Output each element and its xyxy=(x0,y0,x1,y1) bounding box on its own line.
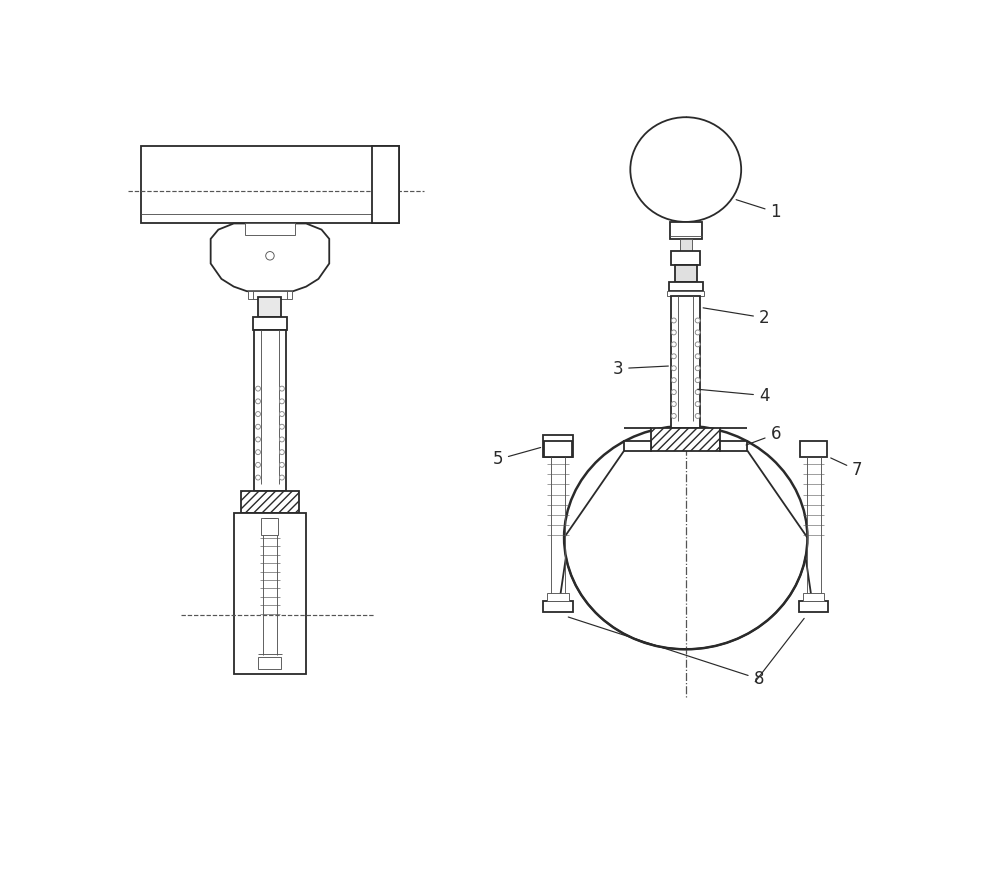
Circle shape xyxy=(695,378,700,383)
Circle shape xyxy=(695,401,700,406)
Circle shape xyxy=(256,386,260,391)
Bar xyxy=(671,295,700,427)
Circle shape xyxy=(671,318,676,323)
Bar xyxy=(261,517,278,535)
Text: 6: 6 xyxy=(746,425,781,445)
Circle shape xyxy=(256,437,260,442)
Text: 5: 5 xyxy=(492,447,541,468)
Bar xyxy=(720,441,747,451)
Bar xyxy=(241,491,299,513)
Bar xyxy=(667,291,704,295)
Text: 1: 1 xyxy=(736,199,781,221)
Bar xyxy=(651,427,720,451)
Bar xyxy=(543,600,573,612)
Bar xyxy=(669,282,703,291)
Bar xyxy=(803,593,824,600)
Circle shape xyxy=(256,462,260,468)
Circle shape xyxy=(671,378,676,383)
Bar xyxy=(141,147,399,224)
Bar xyxy=(253,316,287,329)
Circle shape xyxy=(279,450,284,454)
Circle shape xyxy=(695,390,700,394)
Bar xyxy=(544,441,572,457)
Circle shape xyxy=(695,365,700,371)
Circle shape xyxy=(695,354,700,358)
Text: 2: 2 xyxy=(703,308,770,327)
Circle shape xyxy=(671,342,676,347)
Circle shape xyxy=(266,252,274,260)
Ellipse shape xyxy=(564,426,807,649)
Text: 3: 3 xyxy=(613,359,668,378)
Circle shape xyxy=(671,330,676,335)
Circle shape xyxy=(256,424,260,429)
Polygon shape xyxy=(245,224,295,235)
Bar xyxy=(258,297,282,317)
Circle shape xyxy=(279,462,284,468)
Circle shape xyxy=(695,413,700,419)
Bar xyxy=(799,600,828,612)
Bar xyxy=(670,222,702,239)
Circle shape xyxy=(256,399,260,404)
Bar xyxy=(254,329,286,491)
Circle shape xyxy=(695,330,700,335)
Circle shape xyxy=(671,401,676,406)
Circle shape xyxy=(256,412,260,417)
Circle shape xyxy=(256,475,260,480)
Circle shape xyxy=(279,386,284,391)
Bar xyxy=(234,513,306,674)
Circle shape xyxy=(671,413,676,419)
Circle shape xyxy=(279,424,284,429)
Circle shape xyxy=(279,412,284,417)
Circle shape xyxy=(256,450,260,454)
Text: 7: 7 xyxy=(831,458,863,479)
Bar xyxy=(543,435,573,457)
Bar xyxy=(547,593,569,600)
Polygon shape xyxy=(211,224,329,291)
Bar xyxy=(624,441,651,451)
Circle shape xyxy=(671,390,676,394)
Text: 8: 8 xyxy=(568,617,764,688)
Circle shape xyxy=(671,365,676,371)
Circle shape xyxy=(279,437,284,442)
Circle shape xyxy=(279,475,284,480)
Bar xyxy=(248,291,292,299)
Bar xyxy=(680,239,692,251)
Ellipse shape xyxy=(630,117,741,222)
Text: 4: 4 xyxy=(698,386,769,405)
Bar xyxy=(675,265,697,282)
Bar xyxy=(671,251,700,265)
Circle shape xyxy=(695,318,700,323)
Circle shape xyxy=(695,342,700,347)
Circle shape xyxy=(279,399,284,404)
Bar xyxy=(800,441,827,457)
Bar xyxy=(258,657,282,669)
Circle shape xyxy=(671,354,676,358)
Bar xyxy=(372,147,399,224)
